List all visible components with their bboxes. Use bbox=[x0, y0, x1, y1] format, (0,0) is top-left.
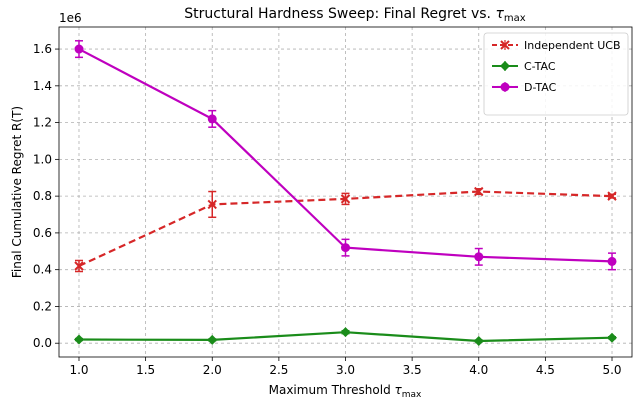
data-point bbox=[73, 334, 84, 345]
x-tick-label: 4.5 bbox=[536, 363, 555, 377]
y-tick-label: 0.8 bbox=[33, 189, 52, 203]
x-tick-label: 1.5 bbox=[136, 363, 155, 377]
data-point bbox=[207, 199, 217, 210]
x-tick-label: 3.5 bbox=[403, 363, 422, 377]
legend-entry: C-TAC bbox=[492, 60, 556, 73]
legend-swatch-marker-stroke bbox=[500, 40, 510, 50]
y-axis: 0.0 0.2 0.4 0.6 0.8 1.0 1.2 1.4 1.6 bbox=[33, 42, 59, 350]
series-1 bbox=[73, 327, 618, 347]
data-point bbox=[74, 261, 84, 271]
legend-label: D-TAC bbox=[524, 81, 557, 94]
series-layer bbox=[73, 40, 618, 347]
series-0 bbox=[74, 186, 617, 273]
data-point bbox=[207, 114, 217, 124]
series-2 bbox=[74, 40, 617, 271]
legend-entry: D-TAC bbox=[492, 81, 557, 94]
legend-swatch-marker bbox=[500, 40, 510, 50]
data-point bbox=[474, 252, 484, 262]
x-tick-label: 3.0 bbox=[336, 363, 355, 377]
y-tick-label: 0.4 bbox=[33, 263, 52, 277]
y-tick-label: 1.0 bbox=[33, 152, 52, 166]
data-point bbox=[607, 191, 617, 201]
legend-swatch-marker bbox=[500, 61, 510, 71]
data-point bbox=[474, 186, 484, 197]
x-tick-label: 2.0 bbox=[203, 363, 222, 377]
x-axis-label: Maximum Threshold τmax bbox=[269, 383, 422, 400]
data-point-stroke bbox=[474, 186, 484, 197]
y-tick-label: 0.0 bbox=[33, 336, 52, 350]
legend-entry: Independent UCB bbox=[492, 39, 621, 52]
x-tick-label: 1.0 bbox=[69, 363, 88, 377]
chart-title: Structural Hardness Sweep: Final Regret … bbox=[184, 6, 525, 24]
data-point bbox=[74, 44, 84, 54]
x-axis: 1.0 1.5 2.0 2.5 3.0 3.5 4.0 4.5 5.0 bbox=[69, 357, 622, 377]
legend-swatch-marker bbox=[500, 82, 510, 92]
data-point bbox=[207, 334, 218, 345]
legend: Independent UCB C-TAC D-TAC bbox=[483, 32, 629, 116]
data-point bbox=[473, 336, 484, 347]
y-tick-label: 0.2 bbox=[33, 299, 52, 313]
y-tick-label: 0.6 bbox=[33, 226, 52, 240]
data-point bbox=[607, 256, 617, 266]
y-tick-label: 1.2 bbox=[33, 116, 52, 130]
data-point-stroke bbox=[74, 261, 84, 271]
data-point bbox=[341, 243, 350, 253]
x-tick-label: 2.5 bbox=[269, 363, 288, 377]
x-tick-label: 5.0 bbox=[602, 363, 621, 377]
legend-box bbox=[483, 32, 629, 116]
data-point-stroke bbox=[207, 199, 217, 210]
data-point bbox=[340, 327, 351, 338]
y-multiplier: 1e6 bbox=[59, 11, 82, 25]
legend-label: C-TAC bbox=[524, 60, 556, 73]
y-tick-label: 1.6 bbox=[33, 42, 52, 56]
x-tick-label: 4.0 bbox=[469, 363, 488, 377]
data-point-stroke bbox=[607, 191, 617, 201]
data-point bbox=[340, 194, 351, 204]
y-axis-label: Final Cumulative Regret R(T) bbox=[10, 106, 24, 278]
legend-label: Independent UCB bbox=[524, 39, 621, 52]
data-point-stroke bbox=[340, 194, 351, 204]
data-point bbox=[607, 332, 618, 343]
y-tick-label: 1.4 bbox=[33, 79, 52, 93]
